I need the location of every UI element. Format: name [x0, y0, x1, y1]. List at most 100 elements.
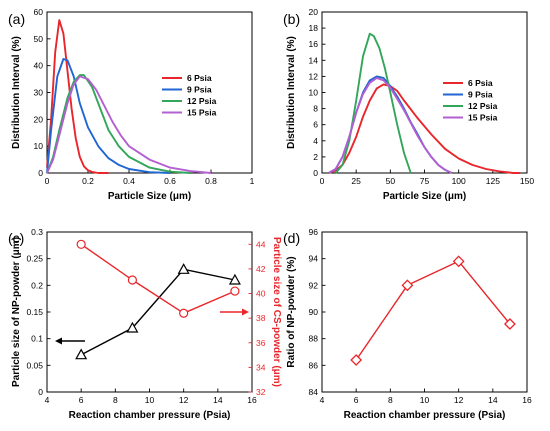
legend-label: 9 Psia	[468, 90, 493, 100]
legend-label: 9 Psia	[187, 85, 212, 95]
y2-tick-label: 32	[256, 387, 266, 397]
x-tick-label: 0.6	[164, 176, 176, 186]
legend-label: 15 Psia	[187, 108, 217, 118]
y-tick-label: 10	[309, 88, 319, 98]
x-tick-label: 4	[45, 395, 50, 405]
x-tick-label: 14	[213, 395, 223, 405]
x-axis-label: Particle Size (μm)	[108, 191, 191, 202]
y-tick-label: 18	[309, 23, 319, 33]
series-line	[355, 260, 511, 361]
series-line	[46, 75, 212, 174]
x-tick-label: 16	[522, 395, 532, 405]
data-point	[75, 348, 88, 360]
y-tick-label: 0.2	[31, 280, 43, 290]
series-line	[328, 77, 453, 174]
y-tick-label: 30	[34, 88, 44, 98]
y-tick-label: 10	[34, 141, 44, 151]
y-tick-label: 4	[313, 136, 318, 146]
y-tick-label: 88	[309, 334, 319, 344]
series-line	[328, 83, 521, 174]
y-tick-label: 2	[313, 152, 318, 162]
y-tick-label: 60	[34, 7, 44, 17]
y-axis-label: Ratio of NP-powder (%)	[286, 256, 297, 367]
legend-label: 15 Psia	[468, 113, 498, 123]
y-axis-label: Particle size of NP-powder (μm)	[11, 237, 22, 387]
x-axis-label: Particle Size (μm)	[383, 191, 466, 202]
x-axis-label: Reaction chamber pressure (Psia)	[69, 410, 231, 421]
x-tick-label: 0.2	[82, 176, 94, 186]
y-tick-label: 16	[309, 39, 319, 49]
series-line	[46, 58, 171, 174]
x-tick-label: 10	[145, 395, 155, 405]
data-point	[126, 321, 139, 333]
y-tick-label: 50	[34, 34, 44, 44]
plot-frame	[321, 231, 528, 393]
x-tick-label: 12	[179, 395, 189, 405]
x-tick-label: 4	[320, 395, 325, 405]
x-tick-label: 50	[386, 176, 396, 186]
y-tick-label: 0	[313, 168, 318, 178]
panel-label: (c)	[8, 230, 24, 246]
y-tick-label: 20	[309, 7, 319, 17]
y-tick-label: 12	[309, 71, 319, 81]
x-tick-label: 0.8	[205, 176, 217, 186]
panel-label: (d)	[283, 230, 300, 246]
data-point	[452, 255, 465, 268]
y-tick-label: 84	[309, 387, 319, 397]
y-tick-label: 40	[34, 61, 44, 71]
legend-label: 12 Psia	[468, 101, 498, 111]
data-point	[177, 263, 190, 274]
x-tick-label: 14	[488, 395, 498, 405]
y-axis-label: Distribution Interval (%)	[11, 36, 22, 149]
y2-tick-label: 42	[256, 264, 266, 274]
x-axis-label: Reaction chamber pressure (Psia)	[344, 410, 506, 421]
x-tick-label: 25	[351, 176, 361, 186]
series-line	[80, 268, 236, 356]
y-tick-label: 0	[38, 168, 43, 178]
y2-tick-label: 36	[256, 338, 266, 348]
x-tick-label: 10	[420, 395, 430, 405]
panel-label: (a)	[8, 11, 25, 27]
y-tick-label: 20	[34, 114, 44, 124]
y2-tick-label: 40	[256, 289, 266, 299]
data-point	[228, 273, 241, 285]
y-tick-label: 86	[309, 360, 319, 370]
y2-tick-label: 38	[256, 313, 266, 323]
x-tick-label: 1	[250, 176, 255, 186]
x-tick-label: 8	[113, 395, 118, 405]
y-tick-label: 6	[313, 120, 318, 130]
left-axis-arrowhead	[55, 337, 62, 345]
data-point	[230, 286, 240, 296]
x-tick-label: 0	[320, 176, 325, 186]
y-tick-label: 90	[309, 307, 319, 317]
y-tick-label: 14	[309, 55, 319, 65]
series-line	[80, 243, 236, 314]
data-point	[350, 354, 363, 366]
y-tick-label: 94	[309, 254, 319, 264]
x-tick-label: 0	[45, 176, 50, 186]
y2-tick-label: 44	[256, 239, 266, 249]
right-axis-arrowhead	[242, 308, 249, 316]
y-axis-label: Distribution Interval (%)	[286, 36, 297, 149]
y-tick-label: 0.3	[31, 227, 43, 237]
x-tick-label: 150	[520, 176, 534, 186]
series-line	[46, 74, 191, 174]
y2-tick-label: 34	[256, 362, 266, 372]
y-tick-label: 0.25	[26, 254, 43, 264]
x-tick-label: 0.4	[123, 176, 135, 186]
x-tick-label: 8	[388, 395, 393, 405]
series-line	[46, 19, 109, 174]
data-point	[179, 308, 189, 318]
y2-axis-label: Particle size of CS-powder (μm)	[271, 237, 282, 387]
x-tick-label: 100	[452, 176, 466, 186]
data-point	[503, 318, 516, 330]
y-tick-label: 8	[313, 104, 318, 114]
series-line	[334, 32, 412, 174]
legend-label: 6 Psia	[187, 73, 212, 83]
y-tick-label: 96	[309, 227, 319, 237]
x-tick-label: 6	[354, 395, 359, 405]
x-tick-label: 75	[420, 176, 430, 186]
y-tick-label: 0	[38, 387, 43, 397]
y-tick-label: 0.05	[26, 360, 43, 370]
